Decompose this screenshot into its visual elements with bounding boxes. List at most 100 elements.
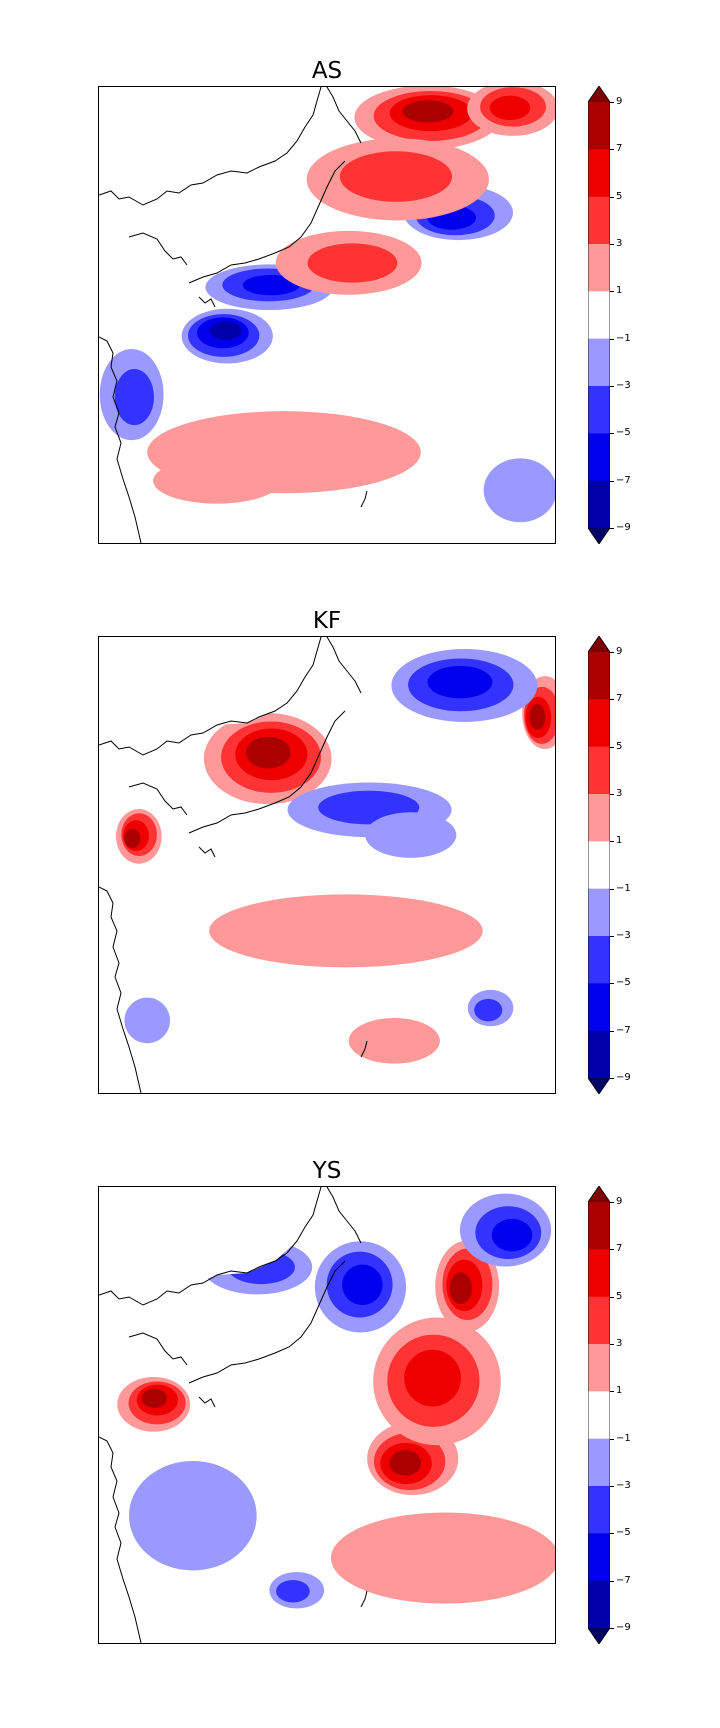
contour-fill [209, 894, 483, 968]
colorbar-tick-label: −7 [616, 1024, 631, 1036]
contour-map [99, 637, 555, 1093]
colorbar-tick-label: −7 [616, 1574, 631, 1586]
anomaly-region [269, 1572, 325, 1609]
contour-fill [339, 151, 453, 202]
colorbar-tickmark [610, 699, 614, 701]
colorbar-tick-label: 7 [616, 143, 623, 155]
panel-title: YS [312, 1158, 342, 1184]
colorbar-tickmark [610, 338, 614, 340]
anomaly-region [467, 87, 555, 136]
anomaly-region [116, 809, 162, 864]
colorbar-extend-min [588, 528, 610, 544]
contour-map [99, 1187, 555, 1643]
coastline [198, 296, 216, 308]
map-plot [98, 86, 556, 544]
colorbar-tickmark [610, 102, 614, 103]
colorbar-tick-label: −3 [616, 930, 631, 941]
colorbar-tick-label: −3 [616, 380, 631, 391]
contour-fill [402, 100, 454, 123]
anomaly-region [153, 458, 281, 504]
contour-fill [124, 997, 171, 1044]
anomaly-region [209, 894, 483, 968]
colorbar-tickmark [610, 1249, 614, 1251]
colorbar-tick-label: 7 [616, 1243, 623, 1255]
colorbar-band [588, 291, 610, 340]
colorbar-tickmark [610, 794, 614, 795]
colorbar-band [588, 746, 610, 795]
anomaly-region [435, 1240, 500, 1332]
anomaly-region [314, 1241, 407, 1333]
colorbar-tickmark [610, 244, 614, 245]
colorbar-tick-label: 5 [616, 190, 623, 202]
panel-title: AS [311, 58, 343, 84]
colorbar-tickmark [610, 652, 614, 653]
coastline [99, 1436, 142, 1643]
anomaly-region [124, 997, 171, 1044]
anomaly-region [99, 348, 164, 441]
contour-fill [491, 1218, 533, 1252]
colorbar-tickmark [610, 1438, 614, 1440]
contour-fill [404, 1349, 461, 1407]
coastline [360, 490, 368, 508]
coastline [99, 336, 142, 543]
colorbar-band [588, 1296, 610, 1345]
coastline [360, 1040, 368, 1058]
anomaly-region [459, 1193, 552, 1267]
colorbar-tick-label: −1 [616, 1432, 631, 1444]
contour-fill [342, 1264, 383, 1306]
anomaly-region [330, 1512, 555, 1604]
colorbar-tickmark [610, 528, 614, 529]
colorbar-tick-label: 7 [616, 693, 623, 705]
colorbar-band [588, 433, 610, 482]
coastline [198, 1396, 216, 1408]
anomaly-region [483, 458, 555, 523]
anomaly-region [117, 1376, 191, 1432]
colorbar-tickmark [610, 983, 614, 985]
colorbar-band [588, 1533, 610, 1582]
colorbar-extend-min [588, 1628, 610, 1644]
contour-fill [365, 812, 457, 858]
colorbar-tickmark [610, 936, 614, 937]
land-mask [99, 1187, 321, 1305]
colorbar-tickmark [610, 1202, 614, 1203]
colorbar-band [588, 652, 610, 700]
colorbar-tick-label: −7 [616, 474, 631, 486]
colorbar-tick-label: 5 [616, 1290, 623, 1302]
colorbar-band [588, 102, 610, 150]
colorbar-tickmark [610, 1580, 614, 1582]
contour-fill [276, 1580, 310, 1603]
contour-map [99, 87, 555, 543]
colorbar-tickmark [610, 841, 614, 843]
contour-fill [529, 704, 546, 730]
panel-ys: YS 9 7 5 3 1 −1 −3 −5 −7 −9 [0, 1150, 720, 1710]
colorbar-tickmark [610, 149, 614, 151]
colorbar-tick-label: −5 [616, 1527, 631, 1539]
contour-fill [246, 736, 291, 769]
colorbar-band [588, 386, 610, 434]
colorbar-tickmark [610, 386, 614, 387]
colorbar-tickmark [610, 1486, 614, 1487]
colorbar-tick-label: 3 [616, 788, 623, 799]
colorbar-tick-label: 9 [616, 96, 623, 107]
colorbar-band [588, 244, 610, 292]
colorbar-tick-label: 1 [616, 835, 623, 847]
contour-fill [449, 1272, 472, 1305]
colorbar-tickmark [610, 1078, 614, 1079]
colorbar-band [588, 841, 610, 890]
contour-fill [489, 95, 531, 120]
coastline [99, 637, 322, 756]
panel-title: KF [312, 608, 342, 634]
map-plot [98, 1186, 556, 1644]
contour-fill [242, 274, 300, 296]
colorbar-tickmark [610, 291, 614, 293]
contour-fill [330, 1512, 555, 1604]
colorbar-band [588, 149, 610, 198]
contour-fill [348, 1018, 440, 1064]
panel-as: AS 9 7 5 3 1 −1 −3 −5 −7 −9 [0, 50, 720, 610]
colorbar-band [588, 1438, 610, 1487]
colorbar-tick-label: 3 [616, 1338, 623, 1349]
anomaly-region [467, 989, 514, 1027]
colorbar-tick-label: 9 [616, 1196, 623, 1207]
colorbar-tickmark [610, 196, 614, 198]
contour-fill [153, 458, 281, 504]
